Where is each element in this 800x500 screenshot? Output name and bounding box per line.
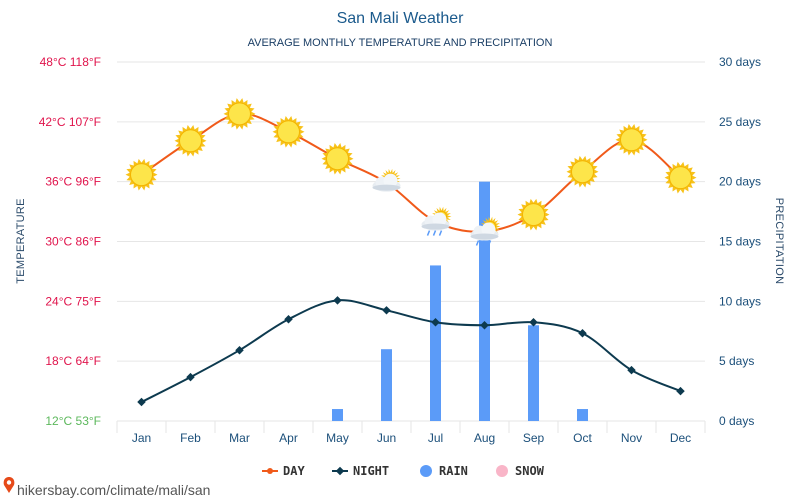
rain-bar xyxy=(479,181,490,421)
day-series xyxy=(140,112,682,233)
temperature-axis: 48°C 118°F 42°C 107°F 36°C 96°F 30°C 86°F 24… xyxy=(39,55,101,428)
precipitation-tick-label: 15 days xyxy=(719,235,761,249)
day-line xyxy=(140,112,682,233)
night-point xyxy=(235,345,244,355)
temperature-tick-label: 36°C 96°F xyxy=(45,175,101,189)
night-point xyxy=(480,321,489,330)
sun-icon xyxy=(125,158,158,191)
temperature-tick-label: 24°C 75°F xyxy=(45,294,101,308)
footer-link[interactable]: hikersbay.com/climate/mali/san xyxy=(17,482,210,498)
month-tick-label: Jul xyxy=(428,431,443,445)
month-tick-label: Jun xyxy=(377,431,396,445)
legend-label: RAIN xyxy=(439,464,468,478)
temperature-axis-title: TEMPERATURE xyxy=(15,198,27,284)
temperature-tick-label: 48°C 118°F xyxy=(40,55,101,69)
legend-item-snow[interactable]: SNOW xyxy=(496,464,545,478)
month-tick-label: Jan xyxy=(132,431,151,445)
month-tick-label: Apr xyxy=(279,431,298,445)
night-point xyxy=(186,372,195,382)
chart-title: San Mali Weather xyxy=(337,10,465,27)
precipitation-axis-title: PRECIPITATION xyxy=(773,198,785,285)
rain-cloud-icon xyxy=(421,206,452,236)
sun-icon xyxy=(517,198,550,231)
month-tick-label: Mar xyxy=(229,431,250,445)
sun-icon xyxy=(566,155,599,188)
sun-icon xyxy=(321,142,354,175)
legend-label: DAY xyxy=(283,464,305,478)
temperature-tick-label: 12°C 53°F xyxy=(45,414,101,428)
rain-bar xyxy=(528,325,539,421)
precipitation-tick-label: 0 days xyxy=(719,414,754,428)
precipitation-tick-label: 30 days xyxy=(719,55,761,69)
weather-icons xyxy=(125,98,697,246)
night-series xyxy=(137,296,685,407)
legend-item-rain[interactable]: RAIN xyxy=(420,464,468,478)
temperature-tick-label: 18°C 64°F xyxy=(45,354,101,368)
precipitation-tick-label: 10 days xyxy=(719,294,761,308)
month-tick-label: Dec xyxy=(670,431,691,445)
month-tick-label: Oct xyxy=(573,431,592,445)
night-point xyxy=(676,386,685,396)
sun-icon xyxy=(272,116,305,148)
rain-bars xyxy=(332,181,588,421)
chart-subtitle: AVERAGE MONTHLY TEMPERATURE AND PRECIPIT… xyxy=(248,37,553,49)
sun-icon xyxy=(223,98,256,130)
rain-cloud-icon xyxy=(470,216,501,246)
temperature-tick-label: 30°C 86°F xyxy=(45,235,101,249)
legend-item-night[interactable]: NIGHT xyxy=(332,464,389,478)
night-point xyxy=(382,306,391,315)
month-tick-label: Aug xyxy=(474,431,495,445)
night-point xyxy=(578,329,587,338)
sun-icon xyxy=(615,124,648,156)
month-tick-label: Sep xyxy=(523,431,545,445)
night-point xyxy=(137,397,146,407)
temperature-tick-label: 42°C 107°F xyxy=(39,115,101,129)
legend-item-day[interactable]: DAY xyxy=(262,464,305,478)
precipitation-tick-label: 25 days xyxy=(719,115,761,129)
month-tick-label: Nov xyxy=(621,431,642,445)
night-point xyxy=(627,365,636,375)
night-point xyxy=(333,296,342,305)
sun-icon xyxy=(664,161,697,194)
grid-lines xyxy=(117,61,705,422)
rain-bar xyxy=(332,409,343,421)
month-axis: Jan Feb Mar Apr May Jun Jul Aug Sep Oct Nov Dec xyxy=(116,421,706,445)
night-point xyxy=(529,318,538,327)
legend-label: SNOW xyxy=(515,464,545,478)
rain-bar xyxy=(381,349,392,421)
legend-label: NIGHT xyxy=(353,464,389,478)
rain-bar xyxy=(577,409,588,421)
precipitation-axis: 30 days 25 days 20 days 15 days 10 days 5 day… xyxy=(719,55,761,428)
month-tick-label: Feb xyxy=(180,431,201,445)
sun-icon xyxy=(174,125,207,157)
cloud-sun-icon xyxy=(372,168,401,192)
legend: DAY NIGHT RAIN SNOW xyxy=(262,464,545,478)
precipitation-tick-label: 5 days xyxy=(719,354,754,368)
rain-bar xyxy=(430,265,441,421)
night-point xyxy=(431,318,440,327)
precipitation-tick-label: 20 days xyxy=(719,175,761,189)
night-line xyxy=(141,299,681,403)
night-point xyxy=(284,315,293,324)
footer: hikersbay.com/climate/mali/san xyxy=(3,477,210,498)
month-tick-label: May xyxy=(326,431,349,445)
location-pin-icon xyxy=(3,477,15,493)
